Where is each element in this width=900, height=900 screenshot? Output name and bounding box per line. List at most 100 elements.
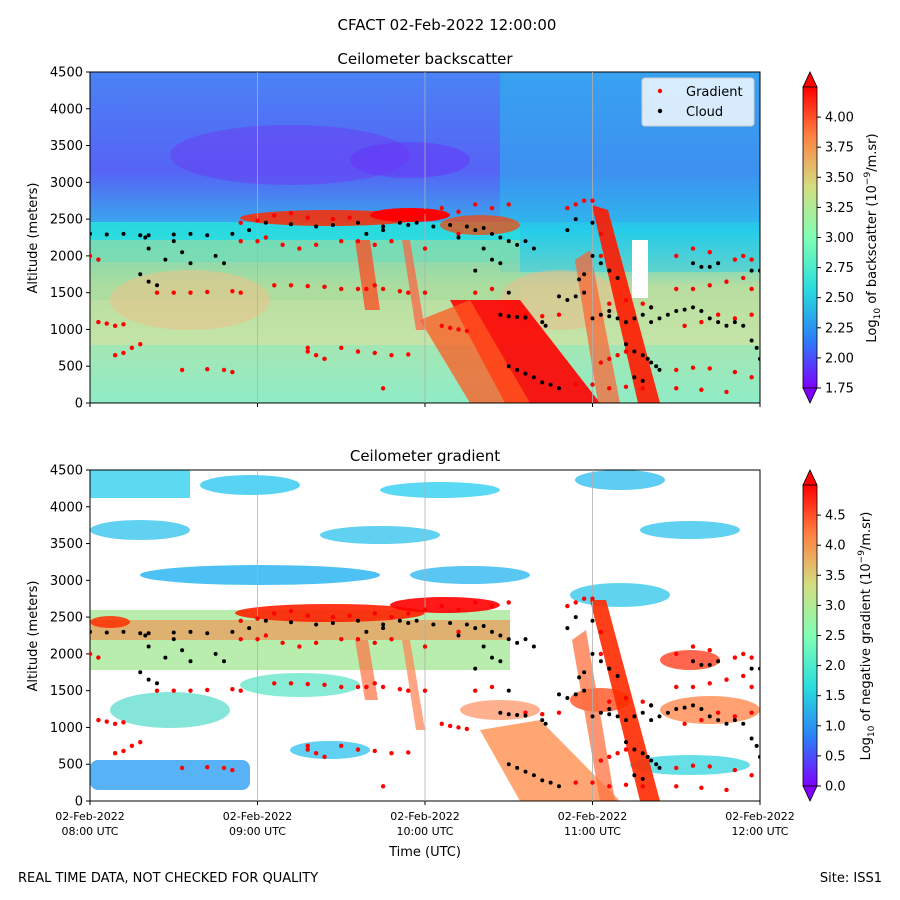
- gradient-point: [523, 710, 528, 715]
- cloud-point: [515, 242, 520, 247]
- gradient-point: [263, 633, 269, 638]
- quality-disclaimer: REAL TIME DATA, NOT CHECKED FOR QUALITY: [18, 871, 318, 886]
- colorbar-tick-label: 4.5: [825, 509, 846, 524]
- gradient-point: [640, 699, 645, 704]
- cloud-point: [607, 268, 612, 273]
- x-tick-time-label: 09:00 UTC: [229, 825, 286, 838]
- gradient-point: [690, 365, 696, 370]
- backscatter-ylabel: Altitude (meters): [26, 183, 41, 294]
- x-tick-date-label: 02-Feb-2022: [390, 810, 459, 823]
- gradient-point: [305, 215, 310, 220]
- gradient-point: [221, 765, 227, 771]
- cloud-point: [607, 314, 612, 319]
- gradient-point: [138, 739, 143, 745]
- gradient-point: [372, 350, 377, 356]
- cloud-point: [188, 659, 193, 664]
- cloud-point: [543, 721, 548, 726]
- gradient-point: [397, 288, 403, 294]
- colorbar-tick-label: 2.75: [825, 261, 854, 276]
- gradient-point: [104, 321, 109, 326]
- gradient-point: [598, 360, 604, 365]
- gradient-point: [581, 596, 587, 601]
- colorbar-tick-label: 4.0: [825, 539, 846, 554]
- colorbar-tick-label: 3.50: [825, 171, 854, 186]
- cloud-point: [573, 217, 578, 222]
- gradient-point: [255, 636, 260, 642]
- cloud-point: [506, 239, 511, 244]
- gradient-point: [473, 290, 478, 295]
- gradient-point: [749, 710, 754, 715]
- gradient-point: [297, 246, 302, 251]
- cloud-point: [490, 231, 494, 236]
- colorbar-tick-label: 2.5: [825, 629, 846, 644]
- gradient-panel: Ceilometer gradient: [26, 447, 877, 860]
- cloud-point: [674, 707, 679, 712]
- cloud-point: [590, 253, 595, 258]
- gradient-point: [372, 242, 377, 248]
- gradient-point: [339, 743, 344, 749]
- gradient-point: [339, 684, 344, 690]
- cloud-point: [481, 623, 486, 628]
- gradient-point: [623, 695, 629, 701]
- gradient-point: [272, 283, 277, 288]
- gradient-point: [707, 648, 712, 653]
- gradient-point: [732, 316, 738, 321]
- cloud-point: [590, 220, 595, 225]
- cloud-point: [364, 231, 369, 236]
- gradient-point: [540, 314, 545, 319]
- cloud-point: [364, 629, 369, 634]
- gradient-point: [674, 784, 679, 789]
- gradient-point: [732, 655, 738, 660]
- cloud-point: [624, 342, 628, 347]
- cloud-point: [548, 382, 553, 387]
- gradient-point: [615, 352, 620, 358]
- gradient-point: [439, 721, 444, 726]
- cloud-point: [397, 220, 402, 225]
- cloud-point: [749, 338, 754, 343]
- gradient-point: [422, 209, 428, 214]
- gradient-point: [121, 720, 126, 725]
- gradient-point: [96, 257, 101, 262]
- cloud-point: [230, 629, 235, 634]
- gradient-point: [389, 750, 394, 756]
- cloud-point: [506, 637, 511, 642]
- gradient-point: [707, 283, 712, 288]
- cloud-point: [356, 220, 360, 225]
- gradient-point: [255, 218, 260, 223]
- colorbar-tick-label: 3.75: [825, 141, 854, 156]
- cloud-point: [138, 233, 143, 238]
- gradient-point: [205, 687, 210, 693]
- cloud-point: [431, 622, 436, 627]
- gradient-point: [96, 717, 101, 723]
- gradient-point: [406, 290, 411, 295]
- cloud-point: [749, 268, 754, 273]
- gradient-point: [473, 202, 478, 207]
- legend-cloud-marker: [657, 108, 663, 114]
- y-tick-label: 0: [75, 795, 83, 810]
- gradient-point: [339, 286, 344, 292]
- cloud-point: [506, 364, 511, 369]
- gradient-point: [489, 286, 495, 292]
- gradient-point: [112, 750, 118, 756]
- gradient-point: [380, 386, 386, 391]
- cloud-point: [263, 220, 268, 225]
- gradient-point: [623, 349, 629, 354]
- gradient-point: [741, 673, 746, 679]
- cloud-point: [640, 378, 645, 383]
- gradient-point: [607, 784, 612, 789]
- cloud-point: [163, 257, 168, 262]
- gradient-point: [339, 238, 344, 244]
- gradient-colorbar: 0.0 0.5 1.0 1.5 2.0 2.5 3.0 3.5 4.0 4.5 Log10 of …: [802, 469, 877, 802]
- y-tick-label: 1500: [50, 286, 83, 301]
- gradient-point: [330, 614, 336, 620]
- gradient-point: [674, 367, 679, 373]
- gradient-point: [322, 284, 327, 289]
- cloud-point: [624, 718, 628, 723]
- cloud-point: [104, 630, 109, 635]
- cloud-point: [397, 618, 402, 623]
- gradient-point: [238, 618, 243, 623]
- cloud-point: [146, 677, 151, 682]
- cloud-point: [456, 633, 461, 638]
- gradient-point: [640, 301, 645, 306]
- gradient-point: [623, 297, 629, 303]
